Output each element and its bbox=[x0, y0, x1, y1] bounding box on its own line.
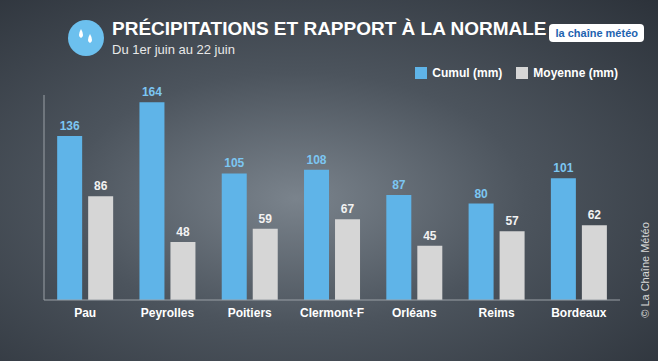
svg-text:87: 87 bbox=[392, 178, 406, 192]
svg-text:45: 45 bbox=[423, 229, 437, 243]
svg-text:80: 80 bbox=[474, 187, 488, 201]
svg-text:86: 86 bbox=[94, 179, 108, 193]
svg-text:Reims: Reims bbox=[479, 306, 515, 320]
html-text:Cumul (mm): Cumul (mm) bbox=[432, 66, 503, 80]
svg-text:105: 105 bbox=[224, 156, 244, 170]
svg-text:Poitiers: Poitiers bbox=[228, 306, 272, 320]
svg-text:67: 67 bbox=[341, 202, 355, 216]
html-text:© La Chaîne Météo: © La Chaîne Météo bbox=[639, 222, 651, 318]
html-text:Du 1er juin au 22 juin: Du 1er juin au 22 juin bbox=[112, 42, 235, 57]
svg-text:59: 59 bbox=[259, 212, 273, 226]
svg-text:Clermont-F: Clermont-F bbox=[300, 306, 364, 320]
svg-text:Pau: Pau bbox=[74, 306, 96, 320]
svg-text:136: 136 bbox=[60, 119, 80, 133]
svg-text:Bordeaux: Bordeaux bbox=[551, 306, 607, 320]
svg-text:57: 57 bbox=[505, 214, 519, 228]
svg-text:101: 101 bbox=[553, 161, 573, 175]
html-text:Moyenne (mm): Moyenne (mm) bbox=[533, 66, 618, 80]
html-text:PRÉCIPITATIONS ET RAPPORT À LA: PRÉCIPITATIONS ET RAPPORT À LA NORMALE bbox=[112, 18, 547, 39]
svg-text:48: 48 bbox=[176, 225, 190, 239]
svg-text:Orléans: Orléans bbox=[392, 306, 437, 320]
svg-text:Peyrolles: Peyrolles bbox=[141, 306, 195, 320]
svg-text:164: 164 bbox=[142, 85, 162, 99]
svg-text:108: 108 bbox=[307, 153, 327, 167]
html-text:la chaîne météo: la chaîne météo bbox=[555, 27, 638, 39]
svg-text:62: 62 bbox=[588, 208, 602, 222]
